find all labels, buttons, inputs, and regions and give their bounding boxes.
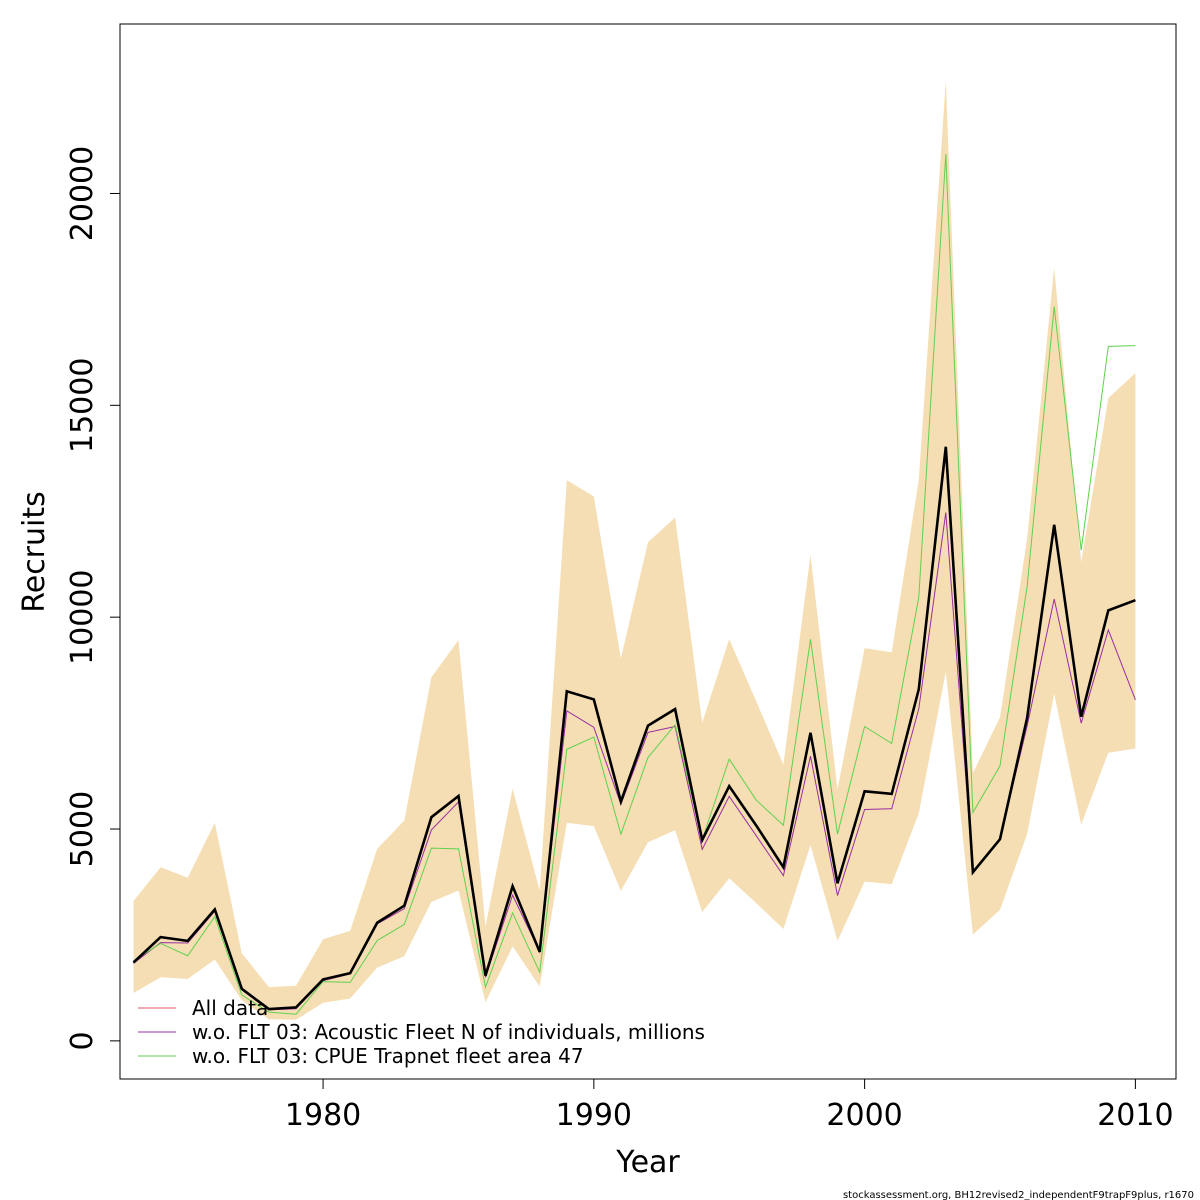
footer-credit: stockassessment.org, BH12revised2_indepe… bbox=[843, 1190, 1194, 1200]
y-tick-label-10000: 10000 bbox=[65, 569, 100, 664]
y-tick-label-5000: 5000 bbox=[65, 791, 100, 867]
legend-label-trapnet: w.o. FLT 03: CPUE Trapnet fleet area 47 bbox=[192, 1044, 584, 1068]
axis-layer: 1980 1990 2000 2010 0 5000 10000 15000 20000 bbox=[65, 146, 1174, 1133]
y-tick-label-20000: 20000 bbox=[65, 146, 100, 241]
y-tick-label-15000: 15000 bbox=[65, 358, 100, 453]
confidence-band bbox=[133, 81, 1136, 1020]
y-axis-title: Recruits bbox=[17, 491, 52, 613]
series-line-2 bbox=[133, 154, 1136, 1015]
x-tick-label-1990: 1990 bbox=[556, 1098, 632, 1133]
confidence-band-layer bbox=[133, 81, 1136, 1020]
legend-label-all-data: All data bbox=[192, 996, 268, 1020]
all-data-estimate-line bbox=[132, 446, 1136, 1011]
x-tick-label-2000: 2000 bbox=[826, 1098, 902, 1133]
plot-frame bbox=[119, 23, 1177, 1080]
y-tick-label-0: 0 bbox=[65, 1031, 100, 1050]
series-layer bbox=[132, 154, 1136, 1015]
legend: All data w.o. FLT 03: Acoustic Fleet N o… bbox=[138, 996, 705, 1068]
x-axis-title: Year bbox=[615, 1145, 680, 1180]
x-tick-label-1980: 1980 bbox=[285, 1098, 361, 1133]
legend-label-acoustic: w.o. FLT 03: Acoustic Fleet N of individ… bbox=[192, 1020, 705, 1044]
x-tick-label-2010: 2010 bbox=[1097, 1098, 1173, 1133]
